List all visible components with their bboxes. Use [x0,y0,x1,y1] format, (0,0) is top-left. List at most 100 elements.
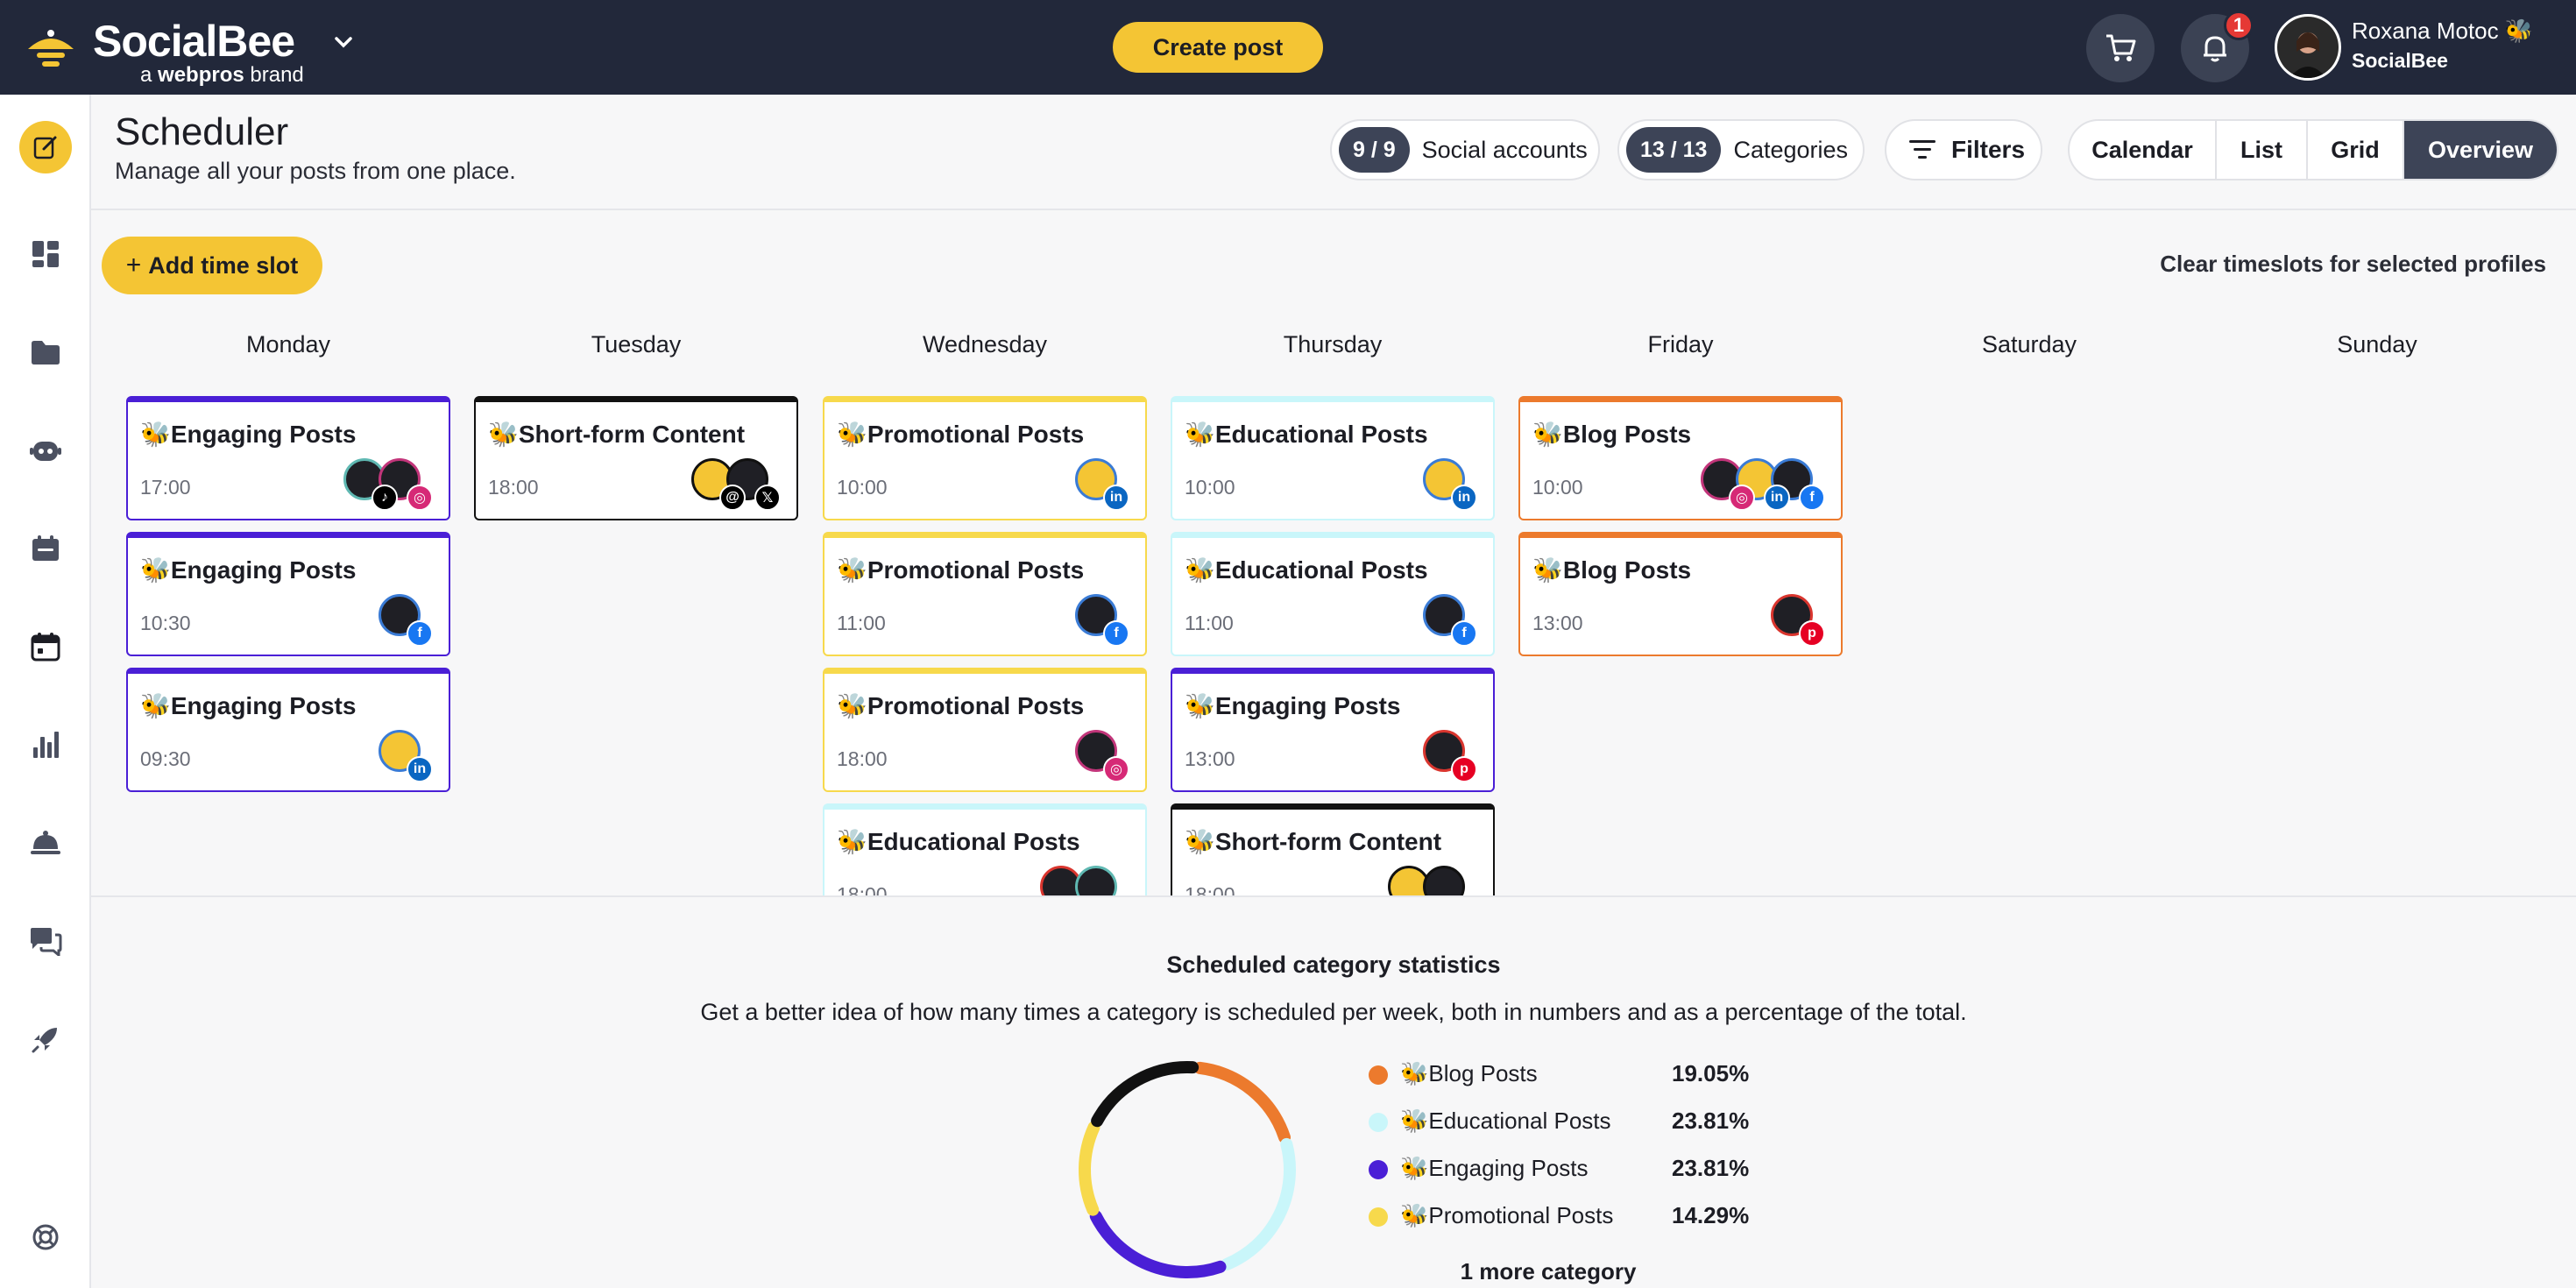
timeslot-card[interactable]: 🐝Engaging Posts 09:30 in [126,668,450,792]
sidebar-item-launch[interactable] [19,1013,72,1065]
user-name[interactable]: Roxana Motoc 🐝 [2352,18,2534,44]
more-categories-link[interactable]: 1 more category [1460,1258,1637,1284]
filters-button[interactable]: Filters [1885,119,2042,180]
timeslot-category: 🐝Engaging Posts [140,421,357,448]
analytics-icon [33,732,59,758]
categories-label: Categories [1733,136,1849,163]
profile-avatar [1075,866,1117,897]
category-donut-chart [1079,1061,1296,1278]
legend-item: 🐝Blog Posts 19.05% [1369,1057,1772,1104]
legend-label: 🐝Educational Posts [1400,1108,1611,1134]
section-divider [91,895,2576,897]
chat-icon [31,928,62,956]
timeslot-time: 10:00 [837,476,888,499]
chevron-down-icon[interactable] [329,28,357,56]
bee-logo-icon [28,30,74,67]
social-accounts-selector[interactable]: 9 / 9 Social accounts [1330,119,1600,180]
timeslot-card[interactable]: 🐝Blog Posts 10:00 ◎ in f [1518,396,1843,520]
legend-color-dot [1369,1207,1388,1227]
legend-percentage: 19.05% [1672,1060,1750,1086]
timeslot-card[interactable]: 🐝Short-form Content 18:00 @ 𝕏 [474,396,798,520]
sidebar-item-services[interactable] [19,817,72,869]
legend-label: 🐝Engaging Posts [1400,1155,1589,1181]
timeslot-time: 11:00 [837,612,886,634]
timeslot-card[interactable]: 🐝Blog Posts 13:00 p [1518,532,1843,656]
brand-logo[interactable]: SocialBee a webpros brand [21,16,363,87]
timeslot-category: 🐝Short-form Content [1185,828,1442,855]
timeslot-card[interactable]: 🐝Engaging Posts 10:30 f [126,532,450,656]
sidebar-item-dashboard[interactable] [19,228,72,280]
timeslot-time: 18:00 [837,747,888,770]
timeslot-time: 17:00 [140,476,191,499]
sidebar-item-assistant[interactable] [19,424,72,477]
instagram-icon: ◎ [1729,485,1755,511]
sidebar-item-content[interactable] [19,326,72,379]
add-time-slot-button[interactable]: + Add time slot [102,237,322,294]
page-subtitle: Manage all your posts from one place. [115,158,516,184]
scheduler-header: Scheduler Manage all your posts from one… [91,95,2576,210]
compose-icon [33,136,57,159]
timeslot-category: 🐝Educational Posts [1185,421,1428,448]
legend-percentage: 14.29% [1672,1202,1750,1228]
brand-tagline: a webpros brand [140,63,304,87]
legend-label: 🐝Blog Posts [1400,1060,1538,1086]
legend-percentage: 23.81% [1672,1155,1750,1181]
sidebar-item-compose[interactable] [19,121,72,173]
pinterest-icon: p [1451,756,1477,782]
timeslot-time: 18:00 [488,476,539,499]
day-header-friday: Friday [1647,331,1714,357]
timeslot-card[interactable]: 🐝Promotional Posts 10:00 in [823,396,1147,520]
facebook-icon: f [1103,620,1129,647]
sidebar-item-inbox[interactable] [19,915,72,967]
legend-item: 🐝Promotional Posts 14.29% [1369,1199,1772,1246]
sidebar-item-planner[interactable] [19,522,72,575]
timeslot-time: 11:00 [1185,612,1234,634]
timeslot-card[interactable]: 🐝Promotional Posts 11:00 f [823,532,1147,656]
categories-selector[interactable]: 13 / 13 Categories [1617,119,1865,180]
tab-list[interactable]: List [2217,121,2308,179]
timeslot-card[interactable]: 🐝Educational Posts 18:00 [823,803,1147,897]
create-post-button[interactable]: Create post [1113,22,1323,73]
folder-icon [32,341,60,364]
linkedin-icon: in [407,756,433,782]
lifebuoy-icon [32,1224,59,1250]
profile-avatar [1423,866,1465,897]
brand-name: SocialBee [93,17,295,66]
categories-count: 13 / 13 [1626,127,1722,173]
timeslot-time: 10:00 [1185,476,1235,499]
cart-button[interactable] [2086,14,2155,82]
legend-color-dot [1369,1160,1388,1179]
facebook-icon: f [1799,485,1825,511]
notification-badge: 1 [2224,11,2254,40]
sidebar-item-analytics[interactable] [19,718,72,771]
timeslot-category: 🐝Promotional Posts [837,692,1085,719]
planner-icon [32,535,59,561]
user-avatar[interactable] [2275,14,2341,81]
cart-icon [2106,34,2136,61]
tab-calendar[interactable]: Calendar [2070,121,2217,179]
timeslot-card[interactable]: 🐝Educational Posts 11:00 f [1171,532,1495,656]
clear-timeslots-link[interactable]: Clear timeslots for selected profiles [2160,251,2546,277]
timeslot-card[interactable]: 🐝Short-form Content 18:00 [1171,803,1495,897]
donut-slice [1193,1061,1292,1144]
timeslot-card[interactable]: 🐝Promotional Posts 18:00 ◎ [823,668,1147,792]
pinterest-icon: p [1799,620,1825,647]
tab-grid[interactable]: Grid [2308,121,2404,179]
timeslot-card[interactable]: 🐝Educational Posts 10:00 in [1171,396,1495,520]
facebook-icon: f [407,620,433,647]
profile-avatar [379,594,421,636]
threads-icon: @ [719,485,746,511]
timeslot-time: 10:30 [140,612,191,634]
sidebar-item-help[interactable] [19,1211,72,1263]
timeslot-time: 09:30 [140,747,191,770]
timeslot-time: 18:00 [837,883,888,897]
category-legend: 🐝Blog Posts 19.05% 🐝Educational Posts 23… [1369,1057,1772,1246]
tab-overview[interactable]: Overview [2404,121,2557,179]
weekly-timeslots: 🐝Engaging Posts 17:00 ♪ ◎ 🐝Engaging Post… [91,386,2576,897]
x-icon: 𝕏 [754,485,781,511]
timeslot-category: 🐝Engaging Posts [140,556,357,584]
sidebar-item-scheduler[interactable] [19,620,72,673]
linkedin-icon: in [1451,485,1477,511]
timeslot-card[interactable]: 🐝Engaging Posts 17:00 ♪ ◎ [126,396,450,520]
timeslot-card[interactable]: 🐝Engaging Posts 13:00 p [1171,668,1495,792]
